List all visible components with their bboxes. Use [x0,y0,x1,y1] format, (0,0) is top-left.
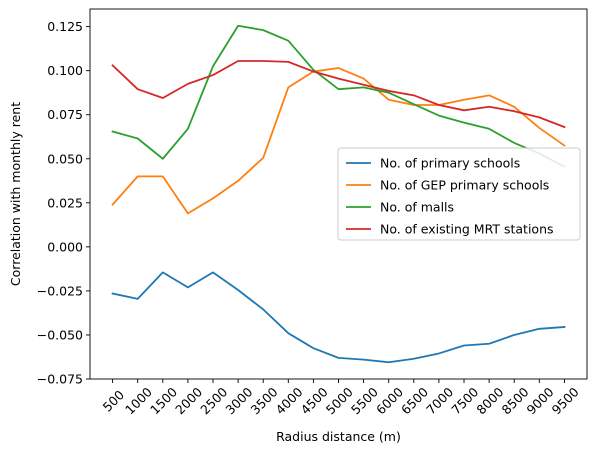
x-tick-label: 1000 [122,384,155,417]
plot-area [111,24,566,364]
series-line-3 [111,24,566,168]
legend-label-2: No. of GEP primary schools [380,178,549,193]
legend-box [337,147,581,241]
legend-label-3: No. of malls [380,200,454,215]
y-tick-label: 0.025 [47,195,83,210]
series-line-1 [111,271,566,364]
y-tick-label: 0.050 [47,151,83,166]
y-tick-label: 0.075 [47,107,83,122]
legend: No. of primary schools No. of GEP primary… [337,147,581,241]
x-tick-label: 7000 [423,384,456,417]
x-tick-label: 4000 [273,384,306,417]
y-tick-label: 0.100 [47,63,83,78]
x-tick-label: 9500 [549,384,582,417]
y-tick-label: −0.025 [37,283,83,298]
y-tick-label: −0.075 [37,372,83,387]
x-tick-label: 5000 [323,384,356,417]
x-tick-label: 4500 [298,384,331,417]
x-tick-label: 2000 [172,384,205,417]
x-tick-label: 3000 [222,384,255,417]
y-tick-label: 0.000 [47,239,83,254]
series-line-4 [111,60,566,129]
x-tick-label: 8000 [473,384,506,417]
y-tick-label: −0.050 [37,327,83,342]
x-tick-label: 6000 [373,384,406,417]
legend-label-1: No. of primary schools [380,156,520,171]
y-tick-label: 0.125 [47,19,83,34]
legend-label-4: No. of existing MRT stations [380,222,554,237]
series-line-2 [111,67,566,215]
x-tick-label: 5500 [348,384,381,417]
x-axis-label: Radius distance (m) [276,429,401,444]
x-tick-label: 6500 [398,384,431,417]
x-tick-label: 2500 [197,384,230,417]
y-axis-label: Correlation with monthly rent [8,102,23,286]
x-tick-label: 7500 [448,384,481,417]
x-tick-label: 3500 [247,384,280,417]
x-tick-label: 500 [100,387,128,415]
x-tick-label: 1500 [147,384,180,417]
x-tick-label: 9000 [524,384,557,417]
x-tick-label: 8500 [498,384,531,417]
